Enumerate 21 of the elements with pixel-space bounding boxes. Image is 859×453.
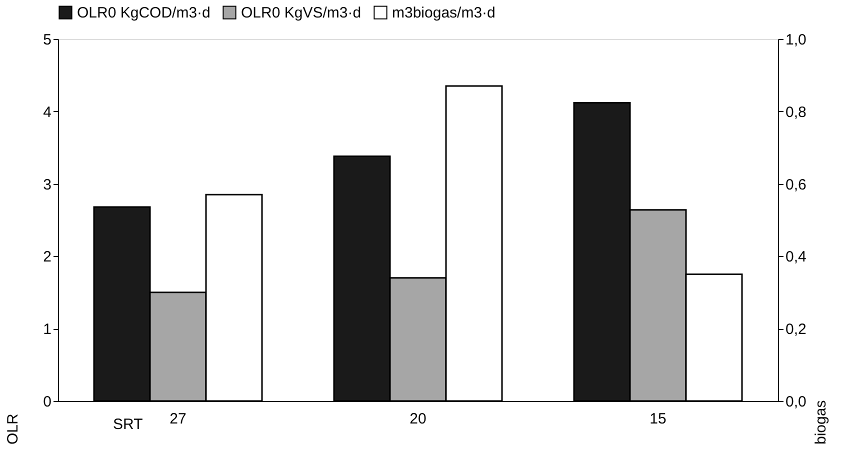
y2-axis-title: biogas bbox=[812, 400, 830, 444]
x-tick-label: 15 bbox=[650, 410, 666, 428]
y2-tick-label: 0,4 bbox=[786, 248, 806, 266]
x-tick-label: 27 bbox=[170, 410, 186, 428]
y2-tick-label: 0,6 bbox=[786, 176, 806, 194]
y-axis-title: OLR bbox=[4, 413, 22, 444]
legend-label: OLR0 KgVS/m3·d bbox=[241, 4, 362, 22]
y-tick-label: 4 bbox=[43, 104, 52, 121]
y-tick-label: 3 bbox=[43, 176, 52, 194]
y-tick-label: 0 bbox=[43, 394, 52, 410]
y-tick-label: 1 bbox=[43, 321, 52, 338]
legend-label: OLR0 KgCOD/m3·d bbox=[77, 4, 210, 22]
y2-tick-label: 0,8 bbox=[786, 104, 806, 121]
y-tick-label: 5 bbox=[43, 32, 52, 48]
y2-tick-label: 1,0 bbox=[786, 32, 806, 48]
y2-tick-label: 0,0 bbox=[786, 394, 806, 410]
legend-label: m3biogas/m3·d bbox=[392, 4, 496, 22]
y2-tick-label: 0,2 bbox=[786, 321, 806, 338]
text: SRT bbox=[113, 416, 143, 433]
x-tick-label: 20 bbox=[410, 410, 426, 428]
y-tick-label: 2 bbox=[43, 248, 52, 266]
